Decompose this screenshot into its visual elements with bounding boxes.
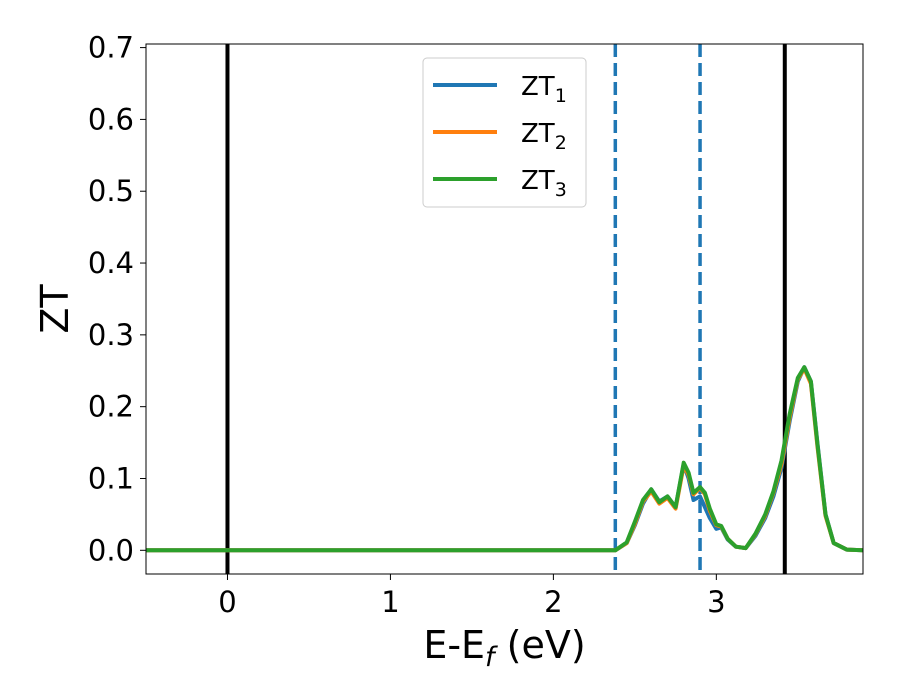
plot-frame	[145, 43, 864, 575]
y-tick-label: 0.6	[88, 102, 134, 136]
x-tick-label: 3	[707, 585, 725, 619]
series-line-ZT2	[146, 366, 864, 553]
x-tick-label: 2	[544, 585, 562, 619]
x-axis-label: E-Ef (eV)	[423, 623, 585, 673]
y-tick-label: 0.1	[88, 461, 134, 495]
legend: ZT1 ZT2 ZT3	[422, 57, 587, 208]
y-tick-label: 0.4	[88, 246, 134, 280]
legend-box	[422, 57, 587, 208]
series-line-ZT1	[146, 365, 864, 553]
legend-label-ZT1: ZT1	[521, 72, 567, 107]
x-axis-ticks: 0 1 2 3	[218, 574, 726, 619]
series-lines	[146, 365, 864, 553]
series-line-ZT3	[146, 365, 864, 553]
x-tick-label: 0	[218, 585, 236, 619]
x-axis-label-unit: (eV)	[495, 623, 586, 667]
y-tick-label: 0.2	[88, 390, 134, 424]
x-tick-label: 1	[381, 585, 399, 619]
y-tick-label: 0.5	[88, 174, 134, 208]
legend-items: ZT1 ZT2 ZT3	[433, 72, 567, 201]
legend-label-ZT2: ZT2	[521, 119, 567, 154]
y-axis-label: ZT	[33, 284, 77, 334]
y-tick-label: 0.0	[88, 533, 134, 567]
y-tick-label: 0.7	[88, 31, 134, 65]
x-axis-label-main: E-E	[423, 623, 485, 667]
y-axis-ticks: 0.0 0.1 0.2 0.3 0.4 0.5 0.6 0.7	[88, 31, 146, 567]
y-tick-label: 0.3	[88, 318, 134, 352]
legend-label-ZT3: ZT3	[521, 166, 567, 201]
